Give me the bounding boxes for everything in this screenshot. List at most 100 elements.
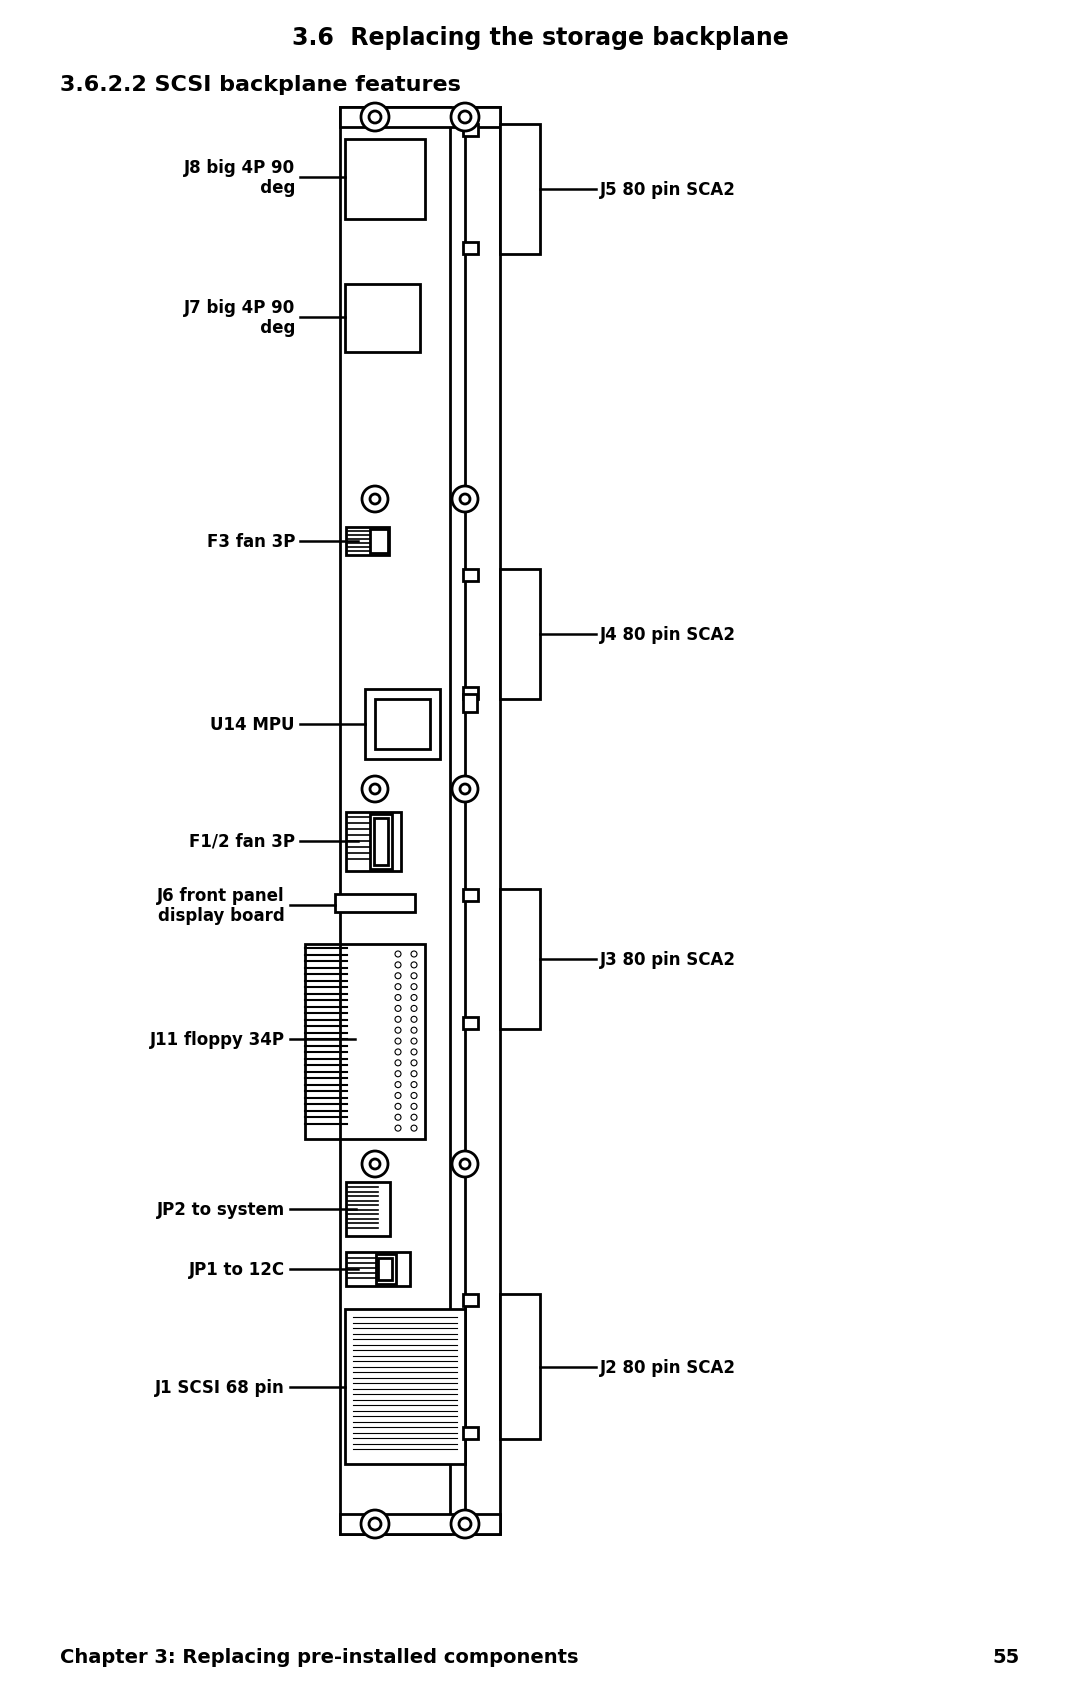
Circle shape [411, 1071, 417, 1078]
Bar [463, 1427, 478, 1439]
Bar [374, 819, 388, 865]
Circle shape [395, 951, 401, 958]
Bar [340, 108, 500, 128]
Bar [378, 1258, 392, 1280]
Circle shape [411, 1061, 417, 1066]
Bar [346, 812, 401, 872]
Circle shape [453, 777, 478, 802]
Bar [463, 569, 478, 581]
Circle shape [451, 105, 480, 132]
Circle shape [411, 1115, 417, 1120]
Circle shape [362, 1152, 388, 1177]
Bar [340, 1513, 500, 1534]
Circle shape [451, 1510, 480, 1539]
Circle shape [411, 1125, 417, 1132]
Bar [463, 125, 478, 137]
Circle shape [411, 1093, 417, 1100]
Circle shape [362, 486, 388, 513]
Circle shape [411, 1103, 417, 1110]
Bar [345, 140, 426, 220]
Bar [463, 1017, 478, 1029]
Bar [346, 527, 389, 556]
Bar [500, 569, 540, 699]
Circle shape [395, 1039, 401, 1044]
Circle shape [459, 1518, 471, 1530]
Text: Chapter 3: Replacing pre-installed components: Chapter 3: Replacing pre-installed compo… [60, 1647, 579, 1667]
Circle shape [361, 105, 389, 132]
Text: U14 MPU: U14 MPU [211, 716, 295, 733]
Bar [340, 108, 450, 1534]
Circle shape [453, 1152, 478, 1177]
Text: F1/2 fan 3P: F1/2 fan 3P [189, 833, 295, 851]
Bar [370, 530, 388, 554]
Circle shape [411, 963, 417, 968]
Text: 3.6  Replacing the storage backplane: 3.6 Replacing the storage backplane [292, 25, 788, 51]
Circle shape [411, 973, 417, 980]
Circle shape [361, 1510, 389, 1539]
Text: F3 fan 3P: F3 fan 3P [206, 532, 295, 551]
Text: 55: 55 [993, 1647, 1020, 1667]
Circle shape [411, 1007, 417, 1012]
Circle shape [460, 784, 470, 794]
Circle shape [395, 1125, 401, 1132]
Text: JP2 to system: JP2 to system [157, 1201, 285, 1218]
Text: J7 big 4P 90
       deg: J7 big 4P 90 deg [184, 299, 295, 338]
Text: 3.6.2.2 SCSI backplane features: 3.6.2.2 SCSI backplane features [60, 74, 461, 95]
Text: J2 80 pin SCA2: J2 80 pin SCA2 [600, 1358, 735, 1377]
Circle shape [370, 495, 380, 505]
Circle shape [369, 111, 381, 123]
Circle shape [395, 1017, 401, 1022]
Circle shape [395, 1093, 401, 1100]
Circle shape [395, 1103, 401, 1110]
Circle shape [411, 1039, 417, 1044]
Bar [465, 108, 500, 1534]
Bar [346, 1252, 410, 1287]
Circle shape [369, 1518, 381, 1530]
Circle shape [411, 985, 417, 990]
Circle shape [370, 1159, 380, 1169]
Circle shape [453, 486, 478, 513]
Circle shape [411, 951, 417, 958]
Bar [376, 1255, 396, 1284]
Bar [500, 890, 540, 1029]
Circle shape [362, 777, 388, 802]
Circle shape [395, 1027, 401, 1034]
Bar [375, 699, 430, 750]
Bar [365, 689, 440, 760]
Bar [463, 694, 477, 713]
Circle shape [395, 963, 401, 968]
Circle shape [395, 1049, 401, 1056]
Text: J5 80 pin SCA2: J5 80 pin SCA2 [600, 181, 735, 199]
Bar [500, 125, 540, 255]
Circle shape [411, 1049, 417, 1056]
Bar [463, 1294, 478, 1306]
Circle shape [395, 985, 401, 990]
Bar [463, 243, 478, 255]
Circle shape [395, 1083, 401, 1088]
Bar [345, 1309, 465, 1464]
Text: J6 front panel
display board: J6 front panel display board [158, 887, 285, 926]
Circle shape [460, 495, 470, 505]
Text: J3 80 pin SCA2: J3 80 pin SCA2 [600, 951, 735, 968]
Text: J11 floppy 34P: J11 floppy 34P [150, 1030, 285, 1049]
Bar [345, 285, 420, 353]
Circle shape [395, 1115, 401, 1120]
Text: J8 big 4P 90
       deg: J8 big 4P 90 deg [184, 159, 295, 198]
Circle shape [395, 973, 401, 980]
Bar [346, 1182, 390, 1236]
Text: J1 SCSI 68 pin: J1 SCSI 68 pin [156, 1378, 285, 1397]
Bar [335, 895, 415, 912]
Circle shape [395, 1007, 401, 1012]
Text: JP1 to 12C: JP1 to 12C [189, 1260, 285, 1279]
Bar [500, 1294, 540, 1439]
Circle shape [460, 1159, 470, 1169]
Circle shape [411, 1083, 417, 1088]
Bar [305, 944, 426, 1140]
Circle shape [395, 1061, 401, 1066]
Circle shape [411, 1027, 417, 1034]
Circle shape [459, 111, 471, 123]
Bar [370, 814, 392, 870]
Bar [463, 687, 478, 699]
Circle shape [411, 995, 417, 1002]
Circle shape [411, 1017, 417, 1022]
